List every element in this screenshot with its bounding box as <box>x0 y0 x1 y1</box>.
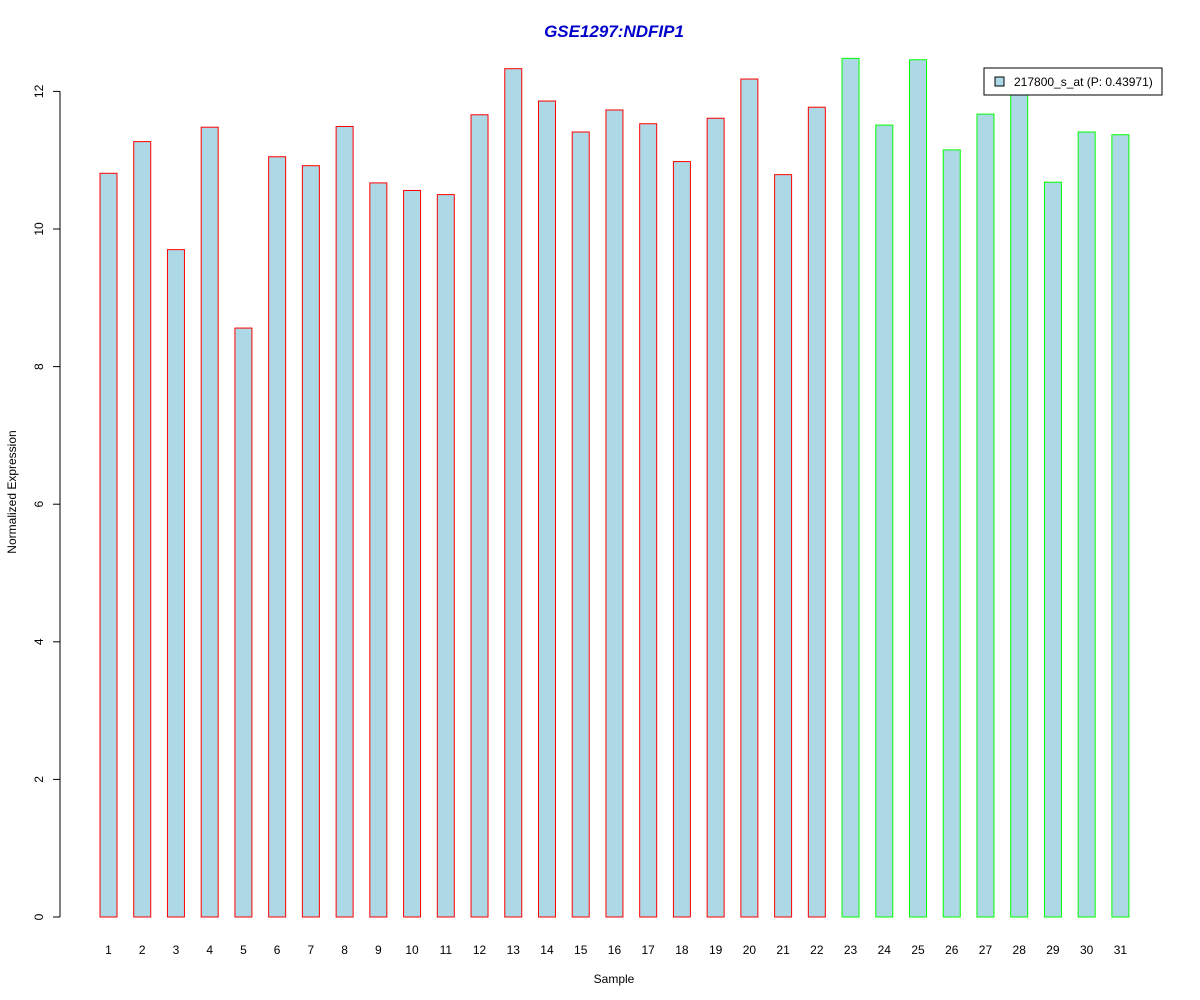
x-tick-label: 27 <box>979 943 993 957</box>
bar-sample-7 <box>301 165 320 918</box>
y-tick-label: 6 <box>32 501 46 508</box>
x-tick-label: 17 <box>642 943 656 957</box>
chart-title: GSE1297:NDFIP1 <box>544 22 684 41</box>
bar-sample-21 <box>774 174 793 918</box>
x-tick-label: 12 <box>473 943 487 957</box>
x-tick-label: 23 <box>844 943 858 957</box>
x-tick-label: 24 <box>878 943 892 957</box>
bar-sample-4 <box>200 126 219 918</box>
bar-sample-8 <box>335 125 354 918</box>
bar-sample-29 <box>1043 181 1062 918</box>
y-tick-label: 10 <box>32 222 46 236</box>
bar-sample-13 <box>504 68 523 918</box>
x-tick-label: 1 <box>105 943 112 957</box>
x-tick-label: 18 <box>675 943 689 957</box>
bar-sample-23 <box>841 57 860 918</box>
x-tick-label: 13 <box>507 943 521 957</box>
bar-sample-12 <box>470 114 489 918</box>
bar-sample-30 <box>1077 131 1096 918</box>
legend-label: 217800_s_at (P: 0.43971) <box>1014 75 1153 89</box>
y-tick-label: 8 <box>32 363 46 370</box>
x-tick-label: 25 <box>911 943 925 957</box>
bar-sample-18 <box>672 161 691 918</box>
bar-sample-25 <box>909 59 928 918</box>
bar-sample-6 <box>268 156 287 918</box>
bar-sample-20 <box>740 78 759 918</box>
x-tick-label: 28 <box>1013 943 1027 957</box>
x-tick-labels: 1 2 3 4 5 6 7 8 9 10 11 12 13 14 15 16 17 18 19 20 21 22 23 24 2… <box>105 943 1127 957</box>
x-tick-label: 20 <box>743 943 757 957</box>
x-tick-label: 29 <box>1046 943 1060 957</box>
bar-sample-2 <box>133 141 152 918</box>
y-axis: 0 2 4 6 8 10 12 <box>32 84 61 920</box>
x-tick-label: 22 <box>810 943 824 957</box>
x-tick-label: 5 <box>240 943 247 957</box>
bar-sample-1 <box>99 172 118 918</box>
bar-sample-14 <box>537 100 556 918</box>
bar-sample-11 <box>436 194 455 918</box>
legend: 217800_s_at (P: 0.43971) <box>983 67 1163 96</box>
x-tick-label: 31 <box>1114 943 1128 957</box>
bar-sample-3 <box>166 249 185 918</box>
legend-box <box>983 67 1163 96</box>
x-tick-label: 7 <box>308 943 315 957</box>
y-tick-label: 0 <box>32 913 46 920</box>
bar-sample-26 <box>942 149 961 918</box>
y-tick-label: 12 <box>32 84 46 98</box>
bar-sample-22 <box>807 106 826 918</box>
bar-sample-15 <box>571 131 590 918</box>
bar-sample-27 <box>976 113 995 918</box>
y-tick-label: 2 <box>32 776 46 783</box>
bar-sample-9 <box>369 182 388 918</box>
y-axis-label: Normalized Expression <box>5 430 19 553</box>
bar-sample-31 <box>1111 134 1130 918</box>
x-tick-label: 6 <box>274 943 281 957</box>
x-tick-label: 16 <box>608 943 622 957</box>
y-tick-label: 4 <box>32 638 46 645</box>
bar-sample-5 <box>234 327 253 918</box>
bars <box>99 57 1130 918</box>
x-tick-label: 26 <box>945 943 959 957</box>
x-tick-label: 8 <box>341 943 348 957</box>
x-tick-label: 2 <box>139 943 146 957</box>
bar-sample-10 <box>403 189 422 918</box>
legend-swatch <box>994 76 1005 87</box>
x-tick-label: 14 <box>540 943 554 957</box>
bar-sample-16 <box>605 109 624 918</box>
bar-sample-19 <box>706 117 725 918</box>
x-tick-label: 10 <box>405 943 419 957</box>
bar-sample-28 <box>1010 93 1029 918</box>
x-tick-label: 4 <box>206 943 213 957</box>
x-tick-label: 9 <box>375 943 382 957</box>
x-tick-label: 15 <box>574 943 588 957</box>
bar-sample-17 <box>639 123 658 918</box>
x-tick-label: 3 <box>173 943 180 957</box>
x-tick-label: 19 <box>709 943 723 957</box>
x-tick-label: 30 <box>1080 943 1094 957</box>
x-tick-label: 21 <box>776 943 790 957</box>
x-axis-label: Sample <box>594 972 635 986</box>
bar-sample-24 <box>875 124 894 918</box>
x-tick-label: 11 <box>440 943 453 957</box>
